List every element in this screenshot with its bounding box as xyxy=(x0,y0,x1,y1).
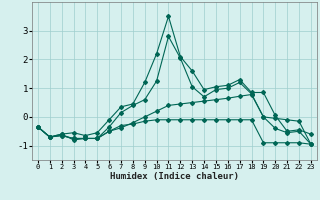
X-axis label: Humidex (Indice chaleur): Humidex (Indice chaleur) xyxy=(110,172,239,181)
